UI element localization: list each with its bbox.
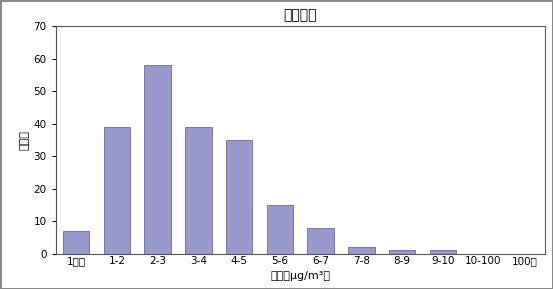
Bar [63, 231, 90, 254]
Bar [307, 228, 334, 254]
Bar [430, 251, 456, 254]
Bar [103, 127, 130, 254]
Title: 一般環境: 一般環境 [284, 8, 317, 22]
Bar [185, 127, 212, 254]
Y-axis label: 地点数: 地点数 [19, 130, 29, 150]
X-axis label: 濃度（μg/m³）: 濃度（μg/m³） [270, 271, 330, 281]
Bar [144, 65, 171, 254]
Bar [389, 251, 415, 254]
Bar [348, 247, 374, 254]
Bar [226, 140, 252, 254]
Bar [267, 205, 293, 254]
